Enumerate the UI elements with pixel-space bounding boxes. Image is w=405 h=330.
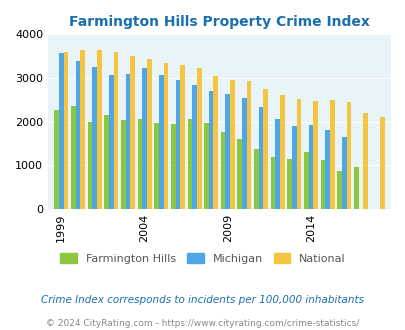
Bar: [180, 65, 184, 209]
Bar: [296, 99, 301, 209]
Bar: [379, 117, 384, 209]
Bar: [263, 88, 267, 209]
Bar: [158, 75, 163, 209]
Bar: [196, 68, 201, 209]
Bar: [175, 80, 180, 209]
Bar: [275, 119, 279, 209]
Text: © 2024 CityRating.com - https://www.cityrating.com/crime-statistics/: © 2024 CityRating.com - https://www.city…: [46, 319, 359, 328]
Bar: [270, 157, 275, 209]
Bar: [125, 74, 130, 209]
Bar: [230, 80, 234, 209]
Bar: [303, 152, 308, 209]
Bar: [254, 149, 258, 209]
Bar: [237, 139, 241, 209]
Bar: [104, 115, 109, 209]
Bar: [142, 68, 147, 209]
Bar: [192, 84, 196, 209]
Bar: [154, 123, 158, 209]
Bar: [71, 107, 75, 209]
Bar: [353, 167, 358, 209]
Bar: [324, 130, 329, 209]
Title: Farmington Hills Property Crime Index: Farmington Hills Property Crime Index: [69, 15, 369, 29]
Bar: [121, 119, 125, 209]
Bar: [313, 101, 317, 209]
Bar: [109, 76, 113, 209]
Bar: [337, 171, 341, 209]
Bar: [113, 52, 118, 209]
Bar: [246, 81, 251, 209]
Bar: [287, 159, 291, 209]
Bar: [362, 113, 367, 209]
Bar: [204, 123, 208, 209]
Bar: [220, 132, 225, 209]
Bar: [64, 52, 68, 209]
Bar: [341, 137, 346, 209]
Bar: [187, 119, 192, 209]
Bar: [137, 119, 142, 209]
Bar: [241, 98, 246, 209]
Bar: [346, 102, 350, 209]
Bar: [329, 100, 334, 209]
Legend: Farmington Hills, Michigan, National: Farmington Hills, Michigan, National: [55, 249, 350, 268]
Bar: [279, 95, 284, 209]
Bar: [80, 50, 85, 209]
Bar: [75, 61, 80, 209]
Bar: [291, 126, 296, 209]
Bar: [225, 94, 230, 209]
Bar: [171, 124, 175, 209]
Bar: [130, 56, 134, 209]
Bar: [208, 91, 213, 209]
Bar: [308, 125, 313, 209]
Bar: [163, 63, 168, 209]
Bar: [258, 107, 263, 209]
Bar: [92, 67, 97, 209]
Bar: [147, 59, 151, 209]
Bar: [97, 50, 101, 209]
Bar: [54, 110, 59, 209]
Bar: [59, 53, 64, 209]
Text: Crime Index corresponds to incidents per 100,000 inhabitants: Crime Index corresponds to incidents per…: [41, 295, 364, 305]
Bar: [320, 160, 324, 209]
Bar: [87, 122, 92, 209]
Bar: [213, 76, 217, 209]
